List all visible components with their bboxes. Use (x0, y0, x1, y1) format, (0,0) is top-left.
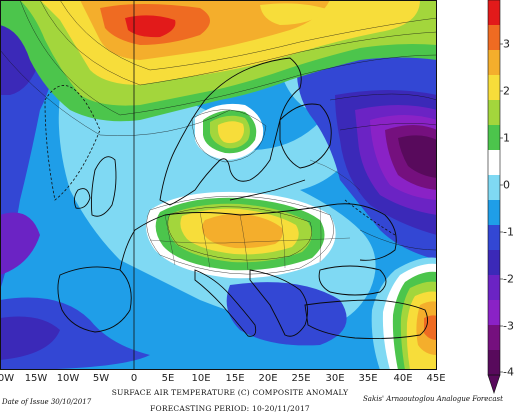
colorbar-extend-arrow (487, 374, 501, 394)
minus-2-5-sw (0, 212, 40, 275)
longitude-label: 25E (291, 373, 311, 384)
longitude-label: 30E (325, 373, 345, 384)
longitude-label: 45E (426, 373, 446, 384)
colorbar-swatch (488, 150, 500, 176)
colorbar-swatch (488, 0, 500, 26)
plus-4-north (125, 15, 176, 38)
colorbar-label: 3 (503, 37, 510, 51)
colorbar-label: 2 (503, 84, 510, 98)
colorbar-label: -3 (503, 319, 514, 333)
coastlines (57, 57, 429, 340)
longitude-label: 5E (161, 373, 175, 384)
longitude-label: 15E (225, 373, 245, 384)
minus-2-southwest (0, 316, 60, 360)
contour-lines (0, 0, 437, 275)
longitude-label: 10E (191, 373, 211, 384)
colorbar (487, 0, 503, 394)
minus-1-5-southwest (0, 297, 150, 370)
colorbar-swatch (488, 125, 500, 151)
issue-date: Date of Issue 30/10/2017 (2, 398, 92, 406)
colorbar-swatch (488, 75, 500, 101)
colorbar-swatch (488, 25, 500, 51)
colorbar-swatch (488, 350, 500, 376)
zero-contour-dashed (44, 85, 396, 236)
longitude-label: 0 (130, 373, 138, 384)
longitude-label: 35E (358, 373, 378, 384)
colorbar-label: -1 (503, 225, 514, 239)
forecast-credit: Sakis' Arnaoutoglou Analogue Forecast (363, 395, 503, 403)
colorbar-frame (487, 0, 501, 376)
longitude-label: 40E (393, 373, 413, 384)
plus-1-5-sweden (217, 121, 244, 144)
colorbar-swatch (488, 250, 500, 276)
colorbar-swatch (488, 225, 500, 251)
colorbar-swatch (488, 325, 500, 351)
map-title: SURFACE AIR TEMPERATURE (C) COMPOSITE AN… (111, 388, 349, 397)
colorbar-label: 1 (503, 131, 510, 145)
colorbar-label: 0 (503, 178, 510, 192)
colorbar-swatch (488, 100, 500, 126)
country-borders (149, 159, 361, 271)
colorbar-swatch (488, 300, 500, 326)
colorbar-swatch (488, 200, 500, 226)
colorbar-swatch (488, 275, 500, 301)
colorbar-swatch (488, 175, 500, 201)
longitude-label: 15W (24, 373, 48, 384)
plus-1-5-north-east (260, 3, 330, 25)
plus-2-central (202, 213, 283, 249)
longitude-label: 0W (0, 373, 15, 384)
map-frame (0, 0, 437, 370)
longitude-label: 5W (92, 373, 110, 384)
minus-2-west (0, 20, 40, 95)
anomaly-field (0, 0, 437, 370)
longitude-label: 20E (258, 373, 278, 384)
colorbar-label: -2 (503, 272, 514, 286)
minus-4-east (398, 135, 437, 178)
colorbar-swatch (488, 50, 500, 76)
forecast-period: FORECASTING PERIOD: 10-20/11/2017 (150, 404, 310, 413)
colorbar-label: -4 (503, 365, 514, 379)
longitude-label: 10W (56, 373, 80, 384)
